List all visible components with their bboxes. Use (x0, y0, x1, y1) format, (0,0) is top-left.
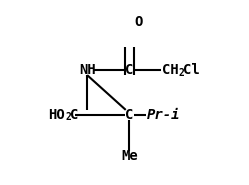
Text: Pr-i: Pr-i (147, 108, 181, 122)
Text: C: C (125, 63, 134, 77)
Text: Me: Me (121, 149, 138, 163)
Text: NH: NH (79, 63, 96, 77)
Text: O: O (134, 15, 142, 29)
Text: C: C (125, 108, 134, 122)
Text: HO: HO (49, 108, 65, 122)
Text: 2: 2 (179, 68, 185, 78)
Text: 2: 2 (66, 112, 72, 122)
Text: CH: CH (162, 63, 179, 77)
Text: Cl: Cl (183, 63, 200, 77)
Text: C: C (70, 108, 79, 122)
